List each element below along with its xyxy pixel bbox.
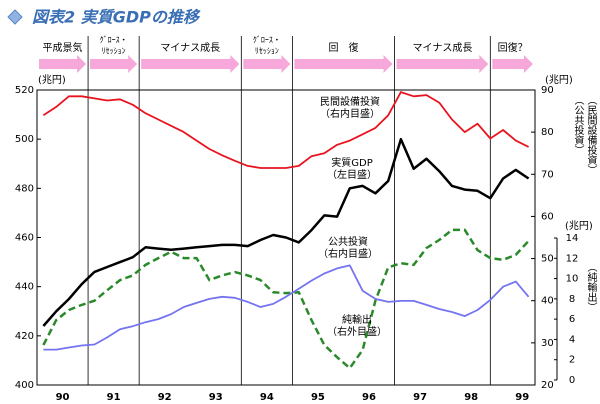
x-tick-label: 90 xyxy=(56,392,70,403)
y2-axis-title: (兆円) xyxy=(545,74,573,86)
y-tick-label: 460 xyxy=(15,233,34,244)
x-tick-label: 92 xyxy=(158,392,172,403)
phase-label: マイナス成長 xyxy=(160,42,220,54)
series-line xyxy=(42,91,529,169)
y2-tick-label: 30 xyxy=(541,338,554,349)
y2-tick-label: 20 xyxy=(541,380,554,391)
y2-tick-label: 80 xyxy=(541,127,554,138)
x-tick-label: 94 xyxy=(260,392,274,403)
y2-tick-label: 60 xyxy=(541,211,554,222)
series-line xyxy=(43,264,530,351)
phase-arrow xyxy=(492,55,533,73)
phase-label: 平成景気 xyxy=(43,41,83,54)
y3-tick-label: 0 xyxy=(569,375,575,386)
phase-label: ﾘｾｯｼｮﾝ xyxy=(255,47,279,56)
x-tick-label: 91 xyxy=(107,392,121,403)
series-line xyxy=(42,137,530,327)
y-tick-label: 400 xyxy=(15,380,34,391)
y2-tick-label: 40 xyxy=(541,296,554,307)
phase-arrow xyxy=(39,55,87,73)
x-tick-label: 99 xyxy=(515,392,529,403)
y3-tick-label: 2 xyxy=(569,355,575,366)
y3-tick-label: 12 xyxy=(566,253,579,264)
annotation: 純輸出 xyxy=(342,313,372,326)
phase-arrow xyxy=(90,55,138,73)
y3-tick-label: 4 xyxy=(569,334,575,345)
y3-tick-label: 10 xyxy=(566,274,579,285)
x-tick-label: 96 xyxy=(362,392,376,403)
y3-tick-label: 6 xyxy=(569,314,575,325)
annotation: （右内目盛） xyxy=(320,107,380,120)
y-tick-label: 480 xyxy=(15,183,34,194)
phase-arrow xyxy=(294,55,393,73)
phase-label: ｸﾞﾛｰｽ・ xyxy=(100,36,128,45)
phase-arrow xyxy=(243,55,291,73)
annotation: （左目盛） xyxy=(327,168,377,181)
y2-name: （民間設備投資） xyxy=(585,95,597,175)
phase-arrow xyxy=(141,55,240,73)
x-tick-label: 97 xyxy=(413,392,427,403)
y3-tick-label: 8 xyxy=(569,294,575,305)
y3-tick-label: 14 xyxy=(566,233,579,244)
title-icon xyxy=(7,9,23,25)
phase-label: ｸﾞﾛｰｽ・ xyxy=(253,36,281,45)
chart-title: 図表2 実質GDPの推移 xyxy=(32,8,201,27)
phase-label: 回 復 xyxy=(328,41,358,54)
y3-name: （純輸出） xyxy=(585,262,597,312)
y-tick-label: 440 xyxy=(15,282,34,293)
phase-label: 回復？ xyxy=(498,41,528,54)
annotation: 公共投資 xyxy=(328,235,368,248)
annotation: 民間設備投資 xyxy=(320,95,380,108)
y3-axis-title: (兆円) xyxy=(565,220,593,232)
phase-label: ﾘｾｯｼｮﾝ xyxy=(102,47,126,56)
y2-name: （公共投資） xyxy=(572,95,584,155)
phase-arrow xyxy=(396,55,489,73)
phase-label: マイナス成長 xyxy=(413,42,473,54)
y2-tick-label: 90 xyxy=(541,85,554,96)
annotation: （右外目盛） xyxy=(327,325,387,338)
y2-tick-label: 50 xyxy=(541,254,554,265)
x-tick-label: 93 xyxy=(209,392,223,403)
y2-tick-label: 70 xyxy=(541,169,554,180)
y-tick-label: 420 xyxy=(15,331,34,342)
annotation: （右内目盛） xyxy=(318,247,378,260)
y-axis-title: (兆円) xyxy=(38,74,66,86)
y-tick-label: 500 xyxy=(15,134,34,145)
x-tick-label: 95 xyxy=(311,392,325,403)
annotation: 実質GDP xyxy=(331,156,372,169)
x-tick-label: 98 xyxy=(464,392,478,403)
series-line xyxy=(42,228,530,370)
y-tick-label: 520 xyxy=(15,85,34,96)
